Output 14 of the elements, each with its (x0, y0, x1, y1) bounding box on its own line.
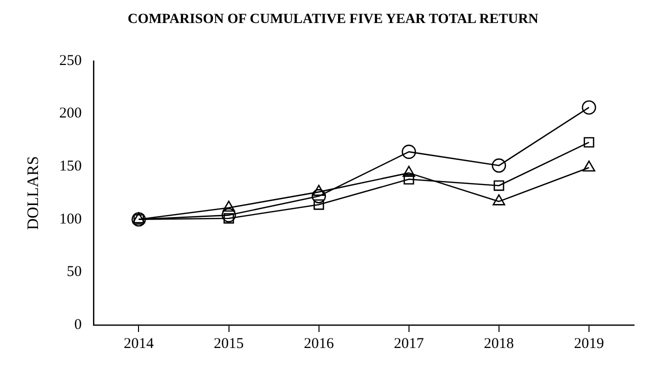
x-tick-label: 2014 (124, 336, 154, 352)
y-tick-label: 100 (59, 211, 82, 228)
x-tick-label: 2015 (214, 336, 244, 352)
y-tick-label: 50 (66, 264, 82, 280)
chart-title: COMPARISON OF CUMULATIVE FIVE YEAR TOTAL RETURN (126, 12, 540, 28)
y-tick-label: 250 (59, 52, 82, 69)
y-tick-label: 0 (74, 316, 82, 333)
x-tick-label: 2017 (394, 336, 424, 352)
x-tick-label: 2016 (304, 336, 334, 352)
x-tick-label: 2018 (484, 336, 514, 352)
y-tick-label: 150 (59, 158, 82, 175)
y-axis-title: DOLLARS (24, 156, 42, 230)
x-tick-label: 2019 (574, 336, 604, 352)
y-tick-label: 200 (59, 106, 82, 122)
